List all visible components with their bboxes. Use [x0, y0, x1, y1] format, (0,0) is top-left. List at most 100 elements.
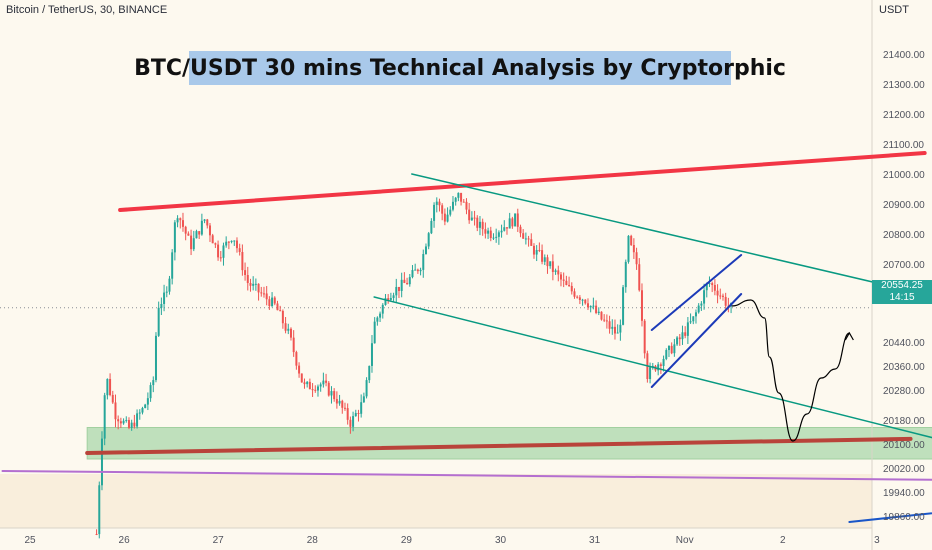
candle-body [257, 283, 260, 293]
candle [222, 242, 225, 266]
candle-body [400, 279, 403, 291]
y-tick-label: 20360.00 [883, 362, 925, 373]
candle [165, 286, 168, 298]
candle [630, 234, 633, 247]
candle [241, 244, 244, 276]
candle [468, 202, 471, 224]
x-tick-label: 31 [589, 535, 601, 546]
candle-body [357, 413, 360, 415]
channel-lower-line [373, 296, 932, 439]
candle [532, 243, 535, 259]
candle [481, 218, 484, 236]
candle [689, 313, 692, 324]
candle [700, 301, 703, 311]
candle [514, 213, 517, 227]
candle [406, 277, 409, 285]
candle-body [195, 231, 198, 239]
candle [484, 222, 487, 239]
candle-body [163, 292, 166, 304]
candle [176, 215, 179, 228]
candle-body [657, 364, 660, 371]
candle [495, 228, 498, 243]
candle [543, 254, 546, 266]
candle-body [130, 422, 133, 428]
candle [424, 243, 427, 255]
candle-body [473, 217, 476, 219]
candle-body [184, 226, 187, 234]
candle-body [492, 237, 495, 239]
candle-body [692, 316, 695, 322]
x-tick-label: 3 [874, 535, 880, 546]
candle [403, 272, 406, 284]
candle [703, 283, 706, 310]
y-tick-label: 21400.00 [883, 50, 925, 61]
candle-body [613, 326, 616, 334]
candle-body [592, 305, 595, 307]
candle [152, 376, 155, 393]
candle [524, 232, 527, 245]
candle [154, 332, 157, 383]
candle-body [152, 380, 155, 386]
candle [109, 373, 112, 397]
candle-body [478, 221, 481, 228]
candle-body [605, 320, 608, 322]
candle-body [484, 229, 487, 234]
candle [349, 416, 352, 434]
candle [665, 348, 668, 361]
candle [576, 295, 579, 299]
blue-trendline [848, 512, 932, 523]
candle [433, 202, 436, 228]
candle-body [308, 381, 311, 390]
candle [244, 262, 247, 281]
candle-body [225, 241, 228, 246]
candle [341, 399, 344, 414]
candle-body [319, 384, 322, 387]
purple-trendline [1, 470, 932, 481]
candle-body [387, 298, 390, 300]
candle [217, 240, 220, 261]
candle-body [562, 279, 565, 281]
candle-body [254, 283, 257, 285]
candle-body [586, 303, 589, 308]
candle-body [249, 283, 252, 286]
candle-body [608, 321, 611, 329]
candle-body [379, 313, 382, 318]
candle-body [349, 419, 352, 427]
candle [192, 230, 195, 252]
candle [511, 216, 514, 229]
candle [360, 394, 363, 418]
candle-body [373, 321, 376, 344]
candle [619, 319, 622, 341]
candle-body [649, 367, 652, 379]
candle-body [662, 358, 665, 366]
candle-body [176, 218, 179, 223]
candle [200, 213, 203, 236]
candle-body [408, 277, 411, 285]
candle [376, 316, 379, 326]
candle-body [314, 389, 317, 391]
candle-body [119, 421, 122, 424]
candle [400, 272, 403, 298]
candle [589, 305, 592, 313]
candle [365, 377, 368, 399]
candle [308, 378, 311, 390]
y-tick-label: 20180.00 [883, 416, 925, 427]
candle-body [532, 245, 535, 255]
candle-body [325, 380, 328, 383]
candle-body [460, 192, 463, 202]
candle-body [333, 391, 336, 400]
candle-body [600, 311, 603, 320]
candle-body [303, 382, 306, 385]
candle-body [149, 385, 152, 399]
candle [622, 284, 625, 326]
candle [354, 409, 357, 417]
candle [430, 218, 433, 235]
candle-body [262, 293, 265, 295]
candle [659, 362, 662, 374]
candle-body [235, 240, 238, 249]
candle-body [287, 328, 290, 331]
candle [122, 418, 125, 425]
candle [287, 323, 290, 335]
candle-body [157, 307, 160, 336]
